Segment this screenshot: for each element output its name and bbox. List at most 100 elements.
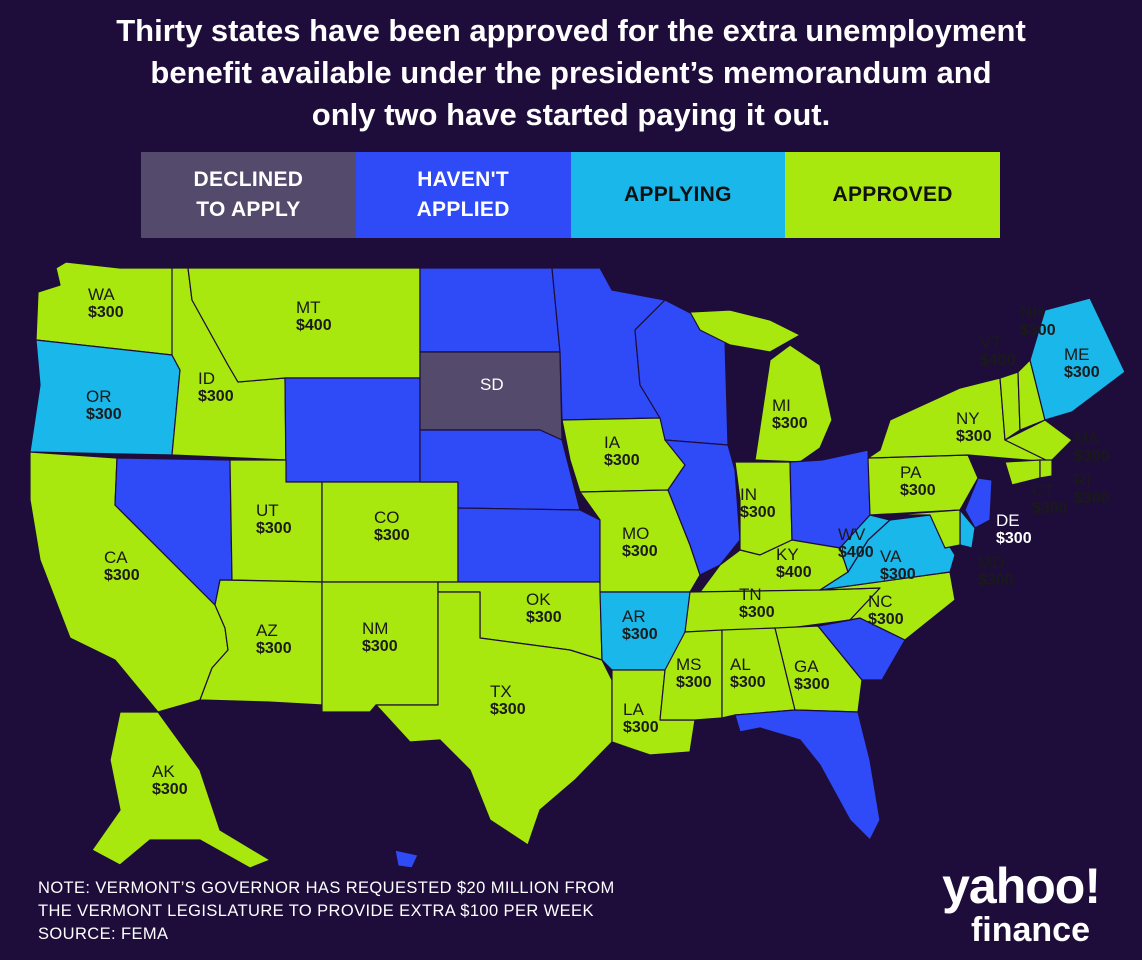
state-hi (394, 849, 419, 869)
yahoo-finance-logo: yahoo! finance (900, 858, 1101, 949)
state-nc (817, 571, 956, 641)
state-amount-al: $300 (730, 674, 766, 691)
state-amount-pa: $300 (900, 482, 936, 499)
note-line: THE VERMONT LEGISLATURE TO PROVIDE EXTRA… (38, 902, 594, 920)
state-label-nc: NC (868, 592, 893, 611)
state-label-mo: MO (622, 524, 649, 543)
legend-applying: APPLYING (570, 152, 786, 238)
state-amount-tn: $300 (739, 604, 775, 621)
state-amount-ma: $300 (1074, 448, 1110, 465)
state-fl (734, 709, 881, 841)
state-label-nh: NH (1020, 303, 1045, 322)
legend: DECLINED TO APPLY HAVEN'T APPLIED APPLYI… (141, 152, 1000, 238)
state-label-ca: CA (104, 548, 128, 567)
state-amount-va: $300 (880, 566, 916, 583)
state-label-tn: TN (739, 585, 762, 604)
state-label-ri: RI (1074, 471, 1091, 490)
state-amount-nm: $300 (362, 638, 398, 655)
state-amount-vt: $400 (980, 352, 1016, 369)
state-amount-or: $300 (86, 406, 122, 423)
map-title: Thirty states have been approved for the… (0, 10, 1142, 136)
state-label-nm: NM (362, 619, 388, 638)
state-label-ok: OK (526, 590, 551, 609)
state-shapes (29, 261, 1126, 869)
state-ga (774, 625, 863, 713)
state-label-vt: VT (980, 333, 1002, 352)
state-amount-wa: $300 (88, 304, 124, 321)
state-amount-ar: $300 (622, 626, 658, 643)
legend-label: HAVEN'T APPLIED (416, 168, 510, 221)
state-amount-ri: $300 (1074, 490, 1110, 507)
state-amount-ok: $300 (526, 609, 562, 626)
state-amount-ny: $300 (956, 428, 992, 445)
state-label-mi: MI (772, 396, 791, 415)
state-amount-tx: $300 (490, 701, 526, 718)
logo-line: yahoo! (942, 858, 1101, 914)
state-label-ky: KY (776, 545, 799, 564)
state-ma (1004, 419, 1073, 463)
state-ks (457, 507, 601, 583)
state-amount-in: $300 (740, 504, 776, 521)
state-amount-md: $300 (978, 572, 1014, 589)
legend-label: APPLYING (623, 183, 732, 206)
state-ak (91, 711, 271, 869)
state-label-ar: AR (622, 607, 646, 626)
state-label-pa: PA (900, 463, 922, 482)
state-label-ms: MS (676, 655, 702, 674)
state-label-or: OR (86, 387, 112, 406)
state-amount-ca: $300 (104, 567, 140, 584)
state-amount-mi: $300 (772, 415, 808, 432)
state-il (664, 439, 741, 576)
state-label-az: AZ (256, 621, 278, 640)
legend-havent-applied: HAVEN'T APPLIED (355, 152, 571, 238)
state-amount-id: $300 (198, 388, 234, 405)
state-label-in: IN (740, 485, 757, 504)
title-line: Thirty states have been approved for the… (116, 13, 1026, 48)
source-line: SOURCE: FEMA (38, 925, 169, 943)
state-label-wv: WV (838, 525, 866, 544)
state-tx (375, 591, 613, 846)
state-ri (1039, 459, 1053, 479)
state-sd (419, 351, 563, 441)
state-label-md: MD (978, 553, 1004, 572)
state-amount-wv: $400 (838, 544, 874, 561)
state-label-ak: AK (152, 762, 175, 781)
state-amount-az: $300 (256, 640, 292, 657)
state-amount-ct: $300 (1032, 500, 1068, 517)
state-label-ia: IA (604, 433, 621, 452)
state-amount-ut: $300 (256, 520, 292, 537)
state-label-al: AL (730, 655, 751, 674)
state-mi-upper (689, 309, 801, 353)
state-amount-co: $300 (374, 527, 410, 544)
state-label-me: ME (1064, 345, 1090, 364)
state-md (889, 509, 961, 549)
state-label-ut: UT (256, 501, 279, 520)
state-label-sd: SD (480, 375, 504, 394)
state-nj (964, 477, 993, 529)
note-line: NOTE: VERMONT’S GOVERNOR HAS REQUESTED $… (38, 879, 615, 897)
state-amount-ak: $300 (152, 781, 188, 798)
state-wv (839, 514, 891, 573)
state-label-ma: MA (1074, 429, 1100, 448)
legend-declined: DECLINED TO APPLY (141, 152, 356, 238)
footnote: NOTE: VERMONT’S GOVERNOR HAS REQUESTED $… (38, 877, 615, 946)
state-label-va: VA (880, 547, 902, 566)
state-amount-ga: $300 (794, 676, 830, 693)
state-amount-mo: $300 (622, 543, 658, 560)
state-amount-ms: $300 (676, 674, 712, 691)
state-label-co: CO (374, 508, 400, 527)
legend-approved: APPROVED (785, 152, 1000, 238)
logo-line: finance (970, 911, 1090, 949)
state-label-de: DE (996, 511, 1020, 530)
state-labels: WA$300OR$300CA$300ID$300MT$400UT$300AZ$3… (86, 285, 1110, 798)
state-label-ny: NY (956, 409, 980, 428)
state-label-id: ID (198, 369, 215, 388)
state-label-mt: MT (296, 298, 321, 317)
state-label-ga: GA (794, 657, 819, 676)
state-amount-nc: $300 (868, 611, 904, 628)
title-line: benefit available under the president’s … (150, 55, 992, 90)
title-line: only two have started paying it out. (311, 97, 831, 132)
state-amount-ky: $400 (776, 564, 812, 581)
state-amount-de: $300 (996, 530, 1032, 547)
